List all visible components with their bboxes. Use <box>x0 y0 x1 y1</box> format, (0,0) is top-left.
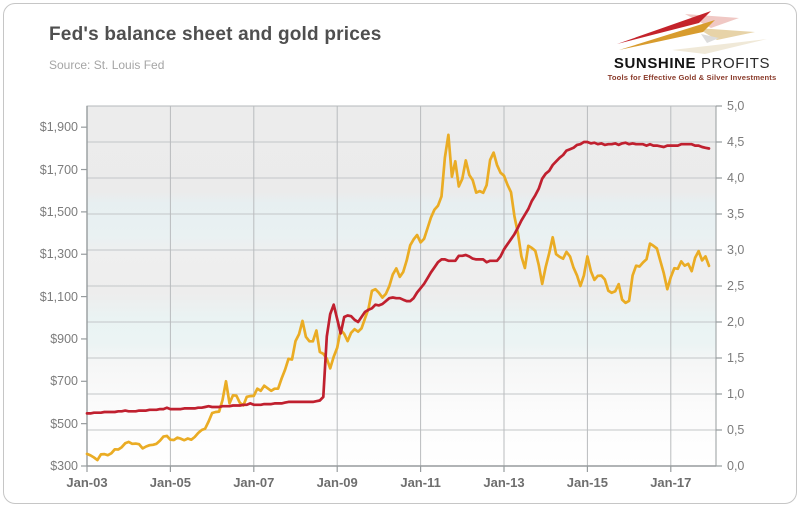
y-left-tick-label: $1,300 <box>39 247 78 262</box>
brand-logo: SUNSHINE PROFITS Tools for Effective Gol… <box>606 8 778 82</box>
y-right-tick-label: 2,0 <box>727 315 745 329</box>
series-line-fed-balance-sheet <box>85 140 711 415</box>
x-tick-label: Jan-09 <box>316 475 358 490</box>
x-tick-label: Jan-05 <box>149 475 191 490</box>
y-right-tick-label: 1,5 <box>727 351 745 365</box>
x-tick-label: Jan-15 <box>566 475 608 490</box>
chart-canvas <box>81 105 722 472</box>
chart-card: Fed's balance sheet and gold prices Sour… <box>3 3 797 504</box>
y-left-tick-label: $300 <box>50 459 78 473</box>
y-right-tick-label: 0,0 <box>727 459 745 473</box>
y-left-tick-label: $900 <box>50 331 78 346</box>
page-title: Fed's balance sheet and gold prices <box>49 24 382 45</box>
series-line-gold-price <box>85 133 711 462</box>
brand-name-bold: SUNSHINE <box>613 55 697 72</box>
y-left-tick-label: $700 <box>50 374 78 389</box>
y-left-tick-label: $1,500 <box>39 204 78 219</box>
y-right-tick-label: 3,5 <box>727 207 745 221</box>
y-left-tick-label: $1,900 <box>39 120 78 135</box>
x-tick-label: Jan-13 <box>483 475 525 490</box>
brand-darts-icon <box>617 11 767 54</box>
chart-source: Source: St. Louis Fed <box>49 58 165 72</box>
y-right-tick-label: 3,0 <box>727 243 745 257</box>
x-tick-label: Jan-17 <box>650 475 692 490</box>
y-left-tick-label: $1,100 <box>39 289 78 304</box>
y-right-tick-label: 4,0 <box>727 171 745 185</box>
y-right-tick-label: 0,5 <box>727 423 745 437</box>
y-right-tick-label: 2,5 <box>727 279 745 293</box>
x-tick-label: Jan-03 <box>66 475 108 490</box>
brand-name-light: PROFITS <box>700 55 771 72</box>
brand-name: SUNSHINE PROFITS <box>606 55 778 72</box>
brand-tagline: Tools for Effective Gold & Silver Invest… <box>607 73 777 82</box>
y-left-tick-label: $500 <box>50 416 78 431</box>
y-left-tick-label: $1,700 <box>39 162 78 177</box>
x-tick-label: Jan-07 <box>233 475 275 490</box>
y-right-tick-label: 1,0 <box>727 387 745 401</box>
x-tick-label: Jan-11 <box>400 475 441 490</box>
y-right-tick-label: 5,0 <box>727 99 745 113</box>
y-right-tick-label: 4,5 <box>727 135 745 149</box>
